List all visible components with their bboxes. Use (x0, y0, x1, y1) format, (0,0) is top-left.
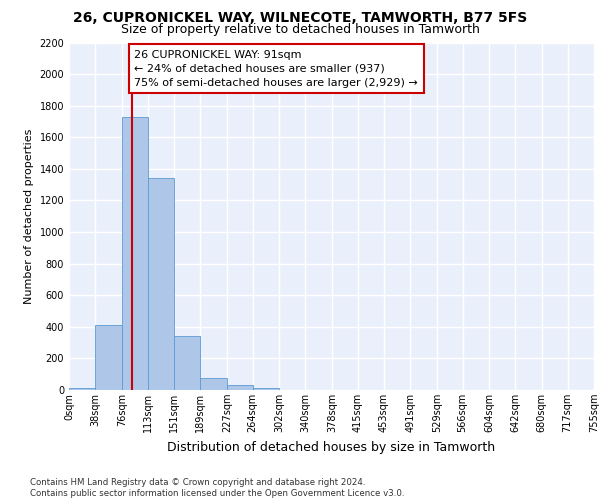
Bar (148, 178, 174, 390)
Bar (200, 378, 227, 390)
Bar (174, 336, 200, 390)
Bar (227, 386, 253, 390)
Bar (253, 388, 279, 390)
Bar (69, 388, 95, 390)
Bar (122, 116, 148, 390)
Bar (95, 325, 122, 390)
Y-axis label: Number of detached properties: Number of detached properties (24, 128, 34, 304)
Text: 26, CUPRONICKEL WAY, WILNECOTE, TAMWORTH, B77 5FS: 26, CUPRONICKEL WAY, WILNECOTE, TAMWORTH… (73, 11, 527, 25)
Text: Contains HM Land Registry data © Crown copyright and database right 2024.
Contai: Contains HM Land Registry data © Crown c… (30, 478, 404, 498)
X-axis label: Distribution of detached houses by size in Tamworth: Distribution of detached houses by size … (167, 440, 496, 454)
Text: 26 CUPRONICKEL WAY: 91sqm
← 24% of detached houses are smaller (937)
75% of semi: 26 CUPRONICKEL WAY: 91sqm ← 24% of detac… (134, 50, 418, 88)
Text: Size of property relative to detached houses in Tamworth: Size of property relative to detached ho… (121, 22, 479, 36)
